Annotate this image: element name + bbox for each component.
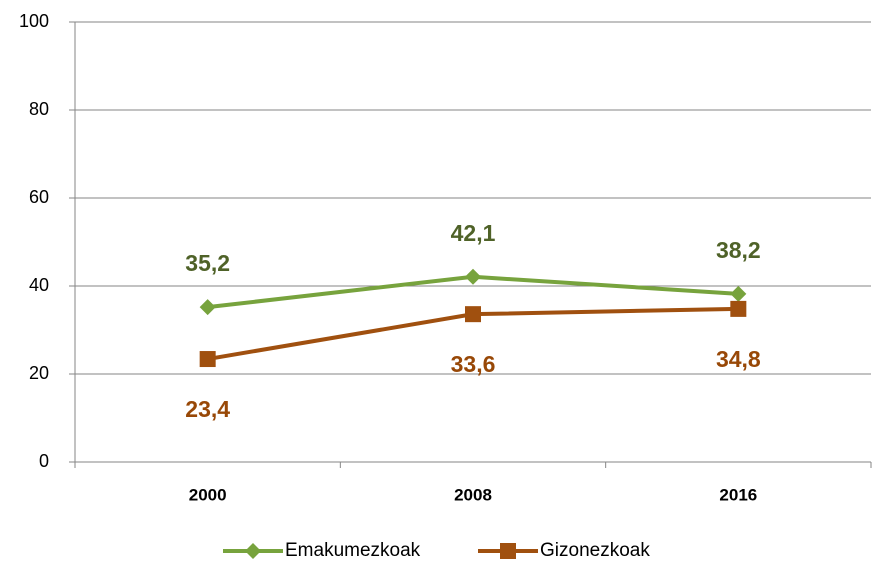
data-point	[465, 268, 481, 285]
legend-label: Gizonezkoak	[540, 540, 650, 561]
legend-marker	[500, 543, 516, 559]
data-label: 23,4	[185, 396, 230, 422]
data-point	[730, 285, 747, 302]
y-tick-label: 60	[29, 187, 49, 207]
data-label: 33,6	[451, 351, 496, 377]
data-label: 34,8	[716, 346, 761, 372]
data-label: 42,1	[451, 220, 496, 246]
data-point	[465, 306, 481, 323]
x-tick-label: 2016	[719, 485, 757, 504]
data-point	[730, 300, 747, 317]
data-label: 38,2	[716, 237, 761, 263]
x-tick-label: 2008	[454, 485, 492, 504]
y-tick-label: 20	[29, 363, 49, 383]
legend-marker	[245, 543, 261, 559]
data-point	[199, 299, 216, 316]
data-label: 35,2	[185, 250, 230, 276]
x-tick-label: 2000	[189, 485, 227, 504]
y-tick-label: 0	[39, 451, 49, 471]
y-tick-label: 100	[19, 11, 49, 31]
y-tick-label: 40	[29, 275, 49, 295]
data-point	[199, 351, 216, 368]
y-tick-label: 80	[29, 99, 49, 119]
legend-label: Emakumezkoak	[285, 540, 421, 561]
